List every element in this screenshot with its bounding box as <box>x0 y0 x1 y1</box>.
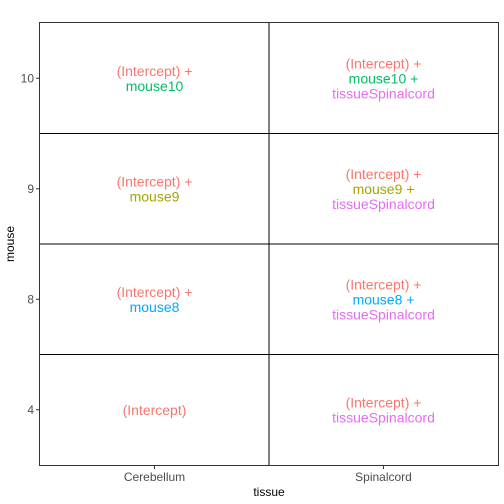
cell-label-line: tissueSpinalcord <box>332 409 435 425</box>
cell-label-line: mouse10 + <box>349 70 419 86</box>
cell-label: (Intercept) + mouse9 + tissueSpinalcord <box>332 166 435 212</box>
cell-label-line: mouse8 + <box>353 291 415 307</box>
cell-label: (Intercept) + mouse10 + tissueSpinalcord <box>332 55 435 101</box>
grid-lines <box>40 23 498 465</box>
x-axis-title: tissue <box>253 485 285 499</box>
y-axis: 4 8 9 10 <box>21 71 40 417</box>
y-tick-label: 9 <box>27 182 34 196</box>
cell-label: (Intercept) + mouse8 <box>117 284 193 315</box>
cell-label-line: mouse9 + <box>353 181 415 197</box>
y-tick-label: 4 <box>27 403 34 417</box>
cell-label-line: (Intercept) + <box>117 63 193 79</box>
cell-label: (Intercept) + tissueSpinalcord <box>332 394 435 425</box>
y-axis-title: mouse <box>3 226 17 262</box>
cell-label-line: (Intercept) + <box>117 284 193 300</box>
cell-label: (Intercept) <box>123 402 187 418</box>
cell-label-line: (Intercept) + <box>346 276 422 292</box>
cell-label-line: mouse10 <box>126 78 184 94</box>
cell-labels: (Intercept) + mouse10(Intercept) + mouse10… <box>117 55 435 425</box>
cell-label-line: (Intercept) + <box>117 173 193 189</box>
x-tick-label: Spinalcord <box>355 470 412 484</box>
cell-label-line: tissueSpinalcord <box>332 85 435 101</box>
cell-label-line: tissueSpinalcord <box>332 196 435 212</box>
y-tick-label: 10 <box>21 71 35 85</box>
cell-label: (Intercept) + mouse10 <box>117 63 193 94</box>
cell-label-line: tissueSpinalcord <box>332 306 435 322</box>
cell-label-line: (Intercept) + <box>346 55 422 71</box>
cell-label-line: mouse8 <box>130 299 180 315</box>
cell-label-line: (Intercept) + <box>346 166 422 182</box>
y-tick-label: 8 <box>27 292 34 306</box>
cell-label: (Intercept) + mouse8 + tissueSpinalcord <box>332 276 435 322</box>
x-axis: Cerebellum Spinalcord <box>124 465 412 484</box>
x-tick-label: Cerebellum <box>124 470 185 484</box>
cell-label: (Intercept) + mouse9 <box>117 173 193 204</box>
cell-label-line: mouse9 <box>130 188 180 204</box>
cell-label-line: (Intercept) + <box>346 394 422 410</box>
cell-label-line: (Intercept) <box>123 402 187 418</box>
